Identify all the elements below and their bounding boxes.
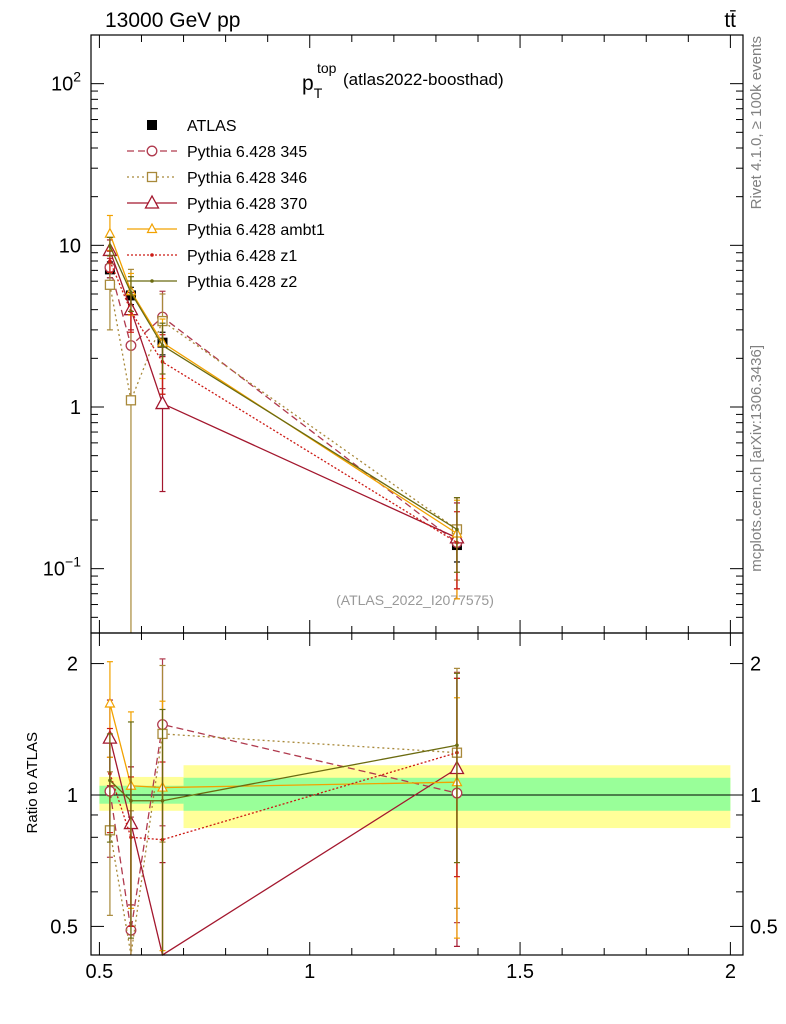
legend-label-p346: Pythia 6.428 346 — [187, 170, 307, 187]
ratio-ytick-label-right-2: 2 — [750, 654, 761, 676]
ratio-line-z1 — [109, 752, 458, 841]
main-title-tag: (atlas2022-boosthad) — [343, 70, 504, 89]
legend-entry-p345: Pythia 6.428 345 — [127, 144, 307, 161]
main-marker-p346-0 — [104, 279, 116, 290]
main-marker-ambt1-0 — [104, 227, 116, 238]
process-label: tt̄ — [724, 9, 736, 32]
legend-marker-z1 — [150, 253, 154, 257]
legend-marker-p370 — [144, 194, 160, 209]
main-ytick-label-base-1: 1 — [70, 397, 81, 419]
ratio-line-p370 — [109, 737, 458, 957]
main-line-p346 — [109, 284, 458, 530]
legend-label-p345: Pythia 6.428 345 — [187, 144, 307, 161]
ratio-ytick-label-left-2: 2 — [67, 654, 78, 676]
main-series-p370 — [102, 239, 465, 600]
legend-entry-z2: Pythia 6.428 z2 — [127, 274, 297, 291]
ratio-xtick-label-1: 1 — [304, 961, 315, 983]
legend-marker-data — [147, 120, 157, 130]
legend-label-data: ATLAS — [187, 118, 237, 135]
legend-marker-p346 — [146, 171, 158, 183]
ratio-plot: 0.5 0.5 1 1 2 2 0.5 1 1.5 2 Ratio to ATLAS — [24, 632, 778, 983]
main-line-z1 — [109, 260, 458, 544]
main-ytick-label-2: 10 — [59, 235, 81, 257]
ratio-xtick-label-3: 2 — [725, 961, 736, 983]
ratio-marker-z2-3 — [455, 743, 459, 748]
ratio-ytick-label-right-1: 1 — [750, 785, 761, 807]
main-ytick-label-0: 10−1 — [43, 554, 81, 581]
main-ytick-label-exp-0: −1 — [65, 554, 81, 570]
legend-marker-ambt1 — [146, 222, 158, 234]
ratio-ticks: 0.5 0.5 1 1 2 2 0.5 1 1.5 2 — [50, 633, 778, 983]
main-series — [102, 214, 465, 633]
legend-entry-ambt1: Pythia 6.428 ambt1 — [127, 222, 325, 239]
legend-entry-p346: Pythia 6.428 346 — [127, 170, 307, 187]
main-marker-z1-0 — [108, 259, 112, 263]
main-series-data — [104, 261, 462, 563]
main-title-sub: T — [314, 85, 323, 101]
legend-label-p370: Pythia 6.428 370 — [187, 196, 307, 213]
legend-entry-data: ATLAS — [147, 118, 237, 135]
main-marker-z2-3 — [455, 527, 459, 532]
ratio-line-p345 — [109, 723, 458, 931]
main-marker-z2-0 — [108, 244, 112, 248]
legend: ATLAS Pythia 6.428 345 Pythia 6.428 346 Pyt… — [127, 118, 325, 291]
main-series-z1 — [106, 250, 460, 590]
ratio-frame — [90, 632, 744, 956]
legend-label-z1: Pythia 6.428 z1 — [187, 248, 297, 265]
ratio-series-z2 — [106, 672, 460, 955]
main-marker-z2-2 — [160, 343, 165, 348]
ratio-ylabel: Ratio to ATLAS — [24, 732, 41, 833]
main-series-z2 — [106, 236, 460, 573]
side-label-bottom: mcplots.cern.ch [arXiv:1306.3436] — [748, 345, 765, 572]
ratio-line-ambt1 — [109, 703, 457, 789]
energy-label: 13000 GeV pp — [105, 9, 240, 32]
legend-entry-p370: Pythia 6.428 370 — [127, 194, 307, 213]
ratio-ytick-label-left-0: 0.5 — [50, 916, 78, 938]
ratio-marker-ambt1-0 — [104, 697, 116, 708]
ratio-xtick-label-2: 1.5 — [506, 961, 534, 983]
main-ytick-label-base-2: 10 — [59, 235, 81, 257]
main-series-p346 — [104, 263, 463, 633]
ratio-bands — [99, 765, 731, 829]
ratio-line-z2 — [109, 744, 458, 802]
ratio-series — [102, 658, 465, 957]
legend-label-ambt1: Pythia 6.428 ambt1 — [187, 222, 325, 239]
legend-label-z2: Pythia 6.428 z2 — [187, 274, 297, 291]
ratio-ytick-label-right-0: 0.5 — [750, 916, 778, 938]
main-ytick-label-exp-3: 2 — [73, 69, 81, 85]
watermark: (ATLAS_2022_I2077575) — [336, 592, 494, 608]
main-ytick-label-base-3: 10 — [51, 74, 73, 96]
legend-marker-p345 — [146, 145, 158, 157]
ratio-marker-z2-0 — [108, 778, 112, 783]
main-line-p370 — [109, 250, 458, 539]
side-label-top: Rivet 4.1.0, ≥ 100k events — [748, 36, 765, 209]
main-title-p: p — [302, 72, 314, 95]
main-ytick-label-1: 1 — [70, 397, 81, 419]
main-title: pT — [302, 72, 323, 101]
main-marker-p370-2 — [154, 395, 171, 410]
main-marker-z2-1 — [129, 290, 133, 295]
main-plot: pT top (atlas2022-boosthad) (ATLAS_2022_… — [43, 34, 744, 634]
main-ytick-label-base-0: 10 — [43, 559, 65, 581]
ratio-xtick-label-0: 0.5 — [86, 961, 114, 983]
ratio-marker-z2-1 — [129, 798, 133, 803]
main-ytick-label-3: 102 — [51, 69, 81, 96]
legend-entry-z1: Pythia 6.428 z1 — [127, 248, 297, 265]
main-line-z2 — [109, 245, 458, 530]
ratio-ytick-label-left-1: 1 — [67, 785, 78, 807]
legend-marker-z2 — [150, 279, 154, 283]
main-line-p345 — [109, 267, 458, 544]
main-series-p345 — [104, 257, 463, 590]
ratio-marker-z2-2 — [160, 798, 165, 803]
main-title-sup: top — [317, 60, 337, 76]
main-marker-p346-1 — [125, 395, 137, 406]
